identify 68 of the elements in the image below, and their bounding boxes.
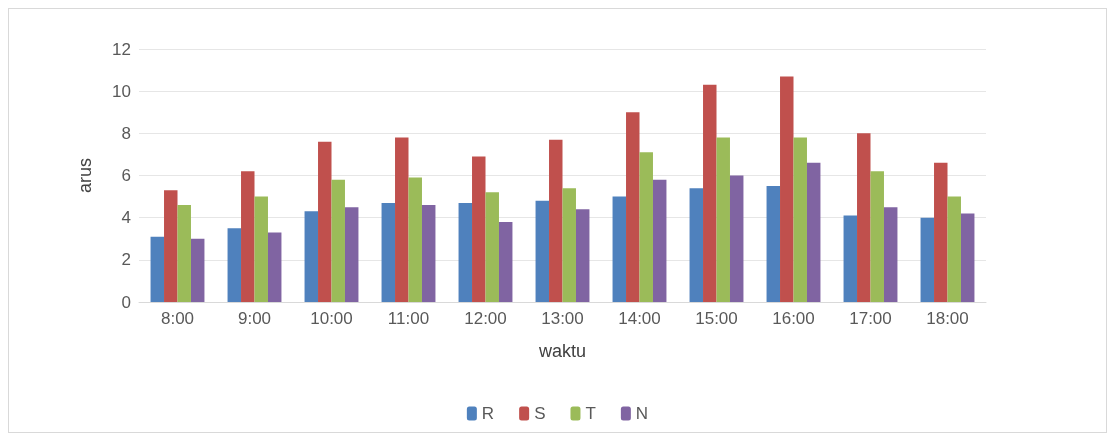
bar — [947, 196, 961, 302]
bar — [883, 207, 898, 302]
y-tick-label: 8 — [121, 123, 131, 143]
bar — [626, 112, 640, 302]
x-tick-label: 10:00 — [310, 309, 353, 328]
bar — [381, 202, 396, 302]
bar — [920, 217, 935, 302]
bar — [612, 196, 627, 302]
bar — [689, 188, 704, 302]
bar — [716, 137, 730, 302]
bar — [472, 156, 486, 302]
bar — [549, 139, 563, 302]
bar — [934, 162, 948, 302]
bar — [575, 209, 590, 302]
x-tick-label: 17:00 — [849, 309, 892, 328]
legend-label: S — [534, 404, 546, 423]
x-tick-label: 16:00 — [772, 309, 815, 328]
y-axis-title: arus — [75, 157, 95, 194]
bar — [639, 152, 653, 302]
bar — [857, 133, 871, 302]
x-tick-label: 18:00 — [926, 309, 969, 328]
bar — [177, 205, 191, 302]
x-tick-label: 11:00 — [387, 309, 430, 328]
legend-label: T — [585, 404, 596, 423]
bar — [703, 84, 717, 302]
bar — [498, 221, 513, 302]
legend-label: R — [481, 404, 495, 423]
legend-label: N — [635, 404, 649, 423]
bar — [780, 76, 794, 302]
x-tick-label: 12:00 — [464, 309, 507, 328]
y-tick-label: 2 — [121, 250, 131, 270]
bar — [344, 207, 359, 302]
bar — [304, 211, 319, 302]
bar — [190, 238, 205, 302]
bar — [408, 177, 422, 302]
y-tick-label: 10 — [112, 81, 131, 101]
x-axis-title: waktu — [537, 341, 587, 361]
x-tick-label: 14:00 — [618, 309, 661, 328]
y-tick-label: 6 — [121, 166, 131, 185]
y-tick-label: 0 — [121, 292, 131, 312]
y-tick-label: 4 — [121, 208, 131, 228]
bar — [318, 141, 332, 302]
bar — [331, 179, 345, 302]
bar — [562, 188, 576, 302]
bar — [766, 186, 781, 302]
bar — [164, 190, 178, 302]
x-tick-label: 15:00 — [695, 309, 738, 328]
bar — [421, 205, 436, 302]
x-tick-label: 9:00 — [237, 309, 272, 328]
bar — [395, 137, 409, 302]
y-tick-label: 12 — [112, 39, 131, 59]
bar — [843, 215, 858, 302]
bar — [458, 202, 473, 302]
bar — [241, 171, 255, 302]
bar — [267, 232, 282, 302]
bar — [254, 196, 268, 302]
x-tick-label: 8:00 — [160, 309, 195, 328]
bar — [806, 162, 821, 302]
x-tick-label: 13:00 — [541, 309, 584, 328]
bar — [652, 179, 667, 302]
bar — [729, 175, 744, 302]
bar — [870, 171, 884, 302]
bar — [960, 213, 975, 302]
bar — [150, 236, 165, 302]
bar — [793, 137, 807, 302]
bar — [227, 228, 242, 302]
bar — [535, 200, 550, 302]
bar — [485, 192, 499, 302]
